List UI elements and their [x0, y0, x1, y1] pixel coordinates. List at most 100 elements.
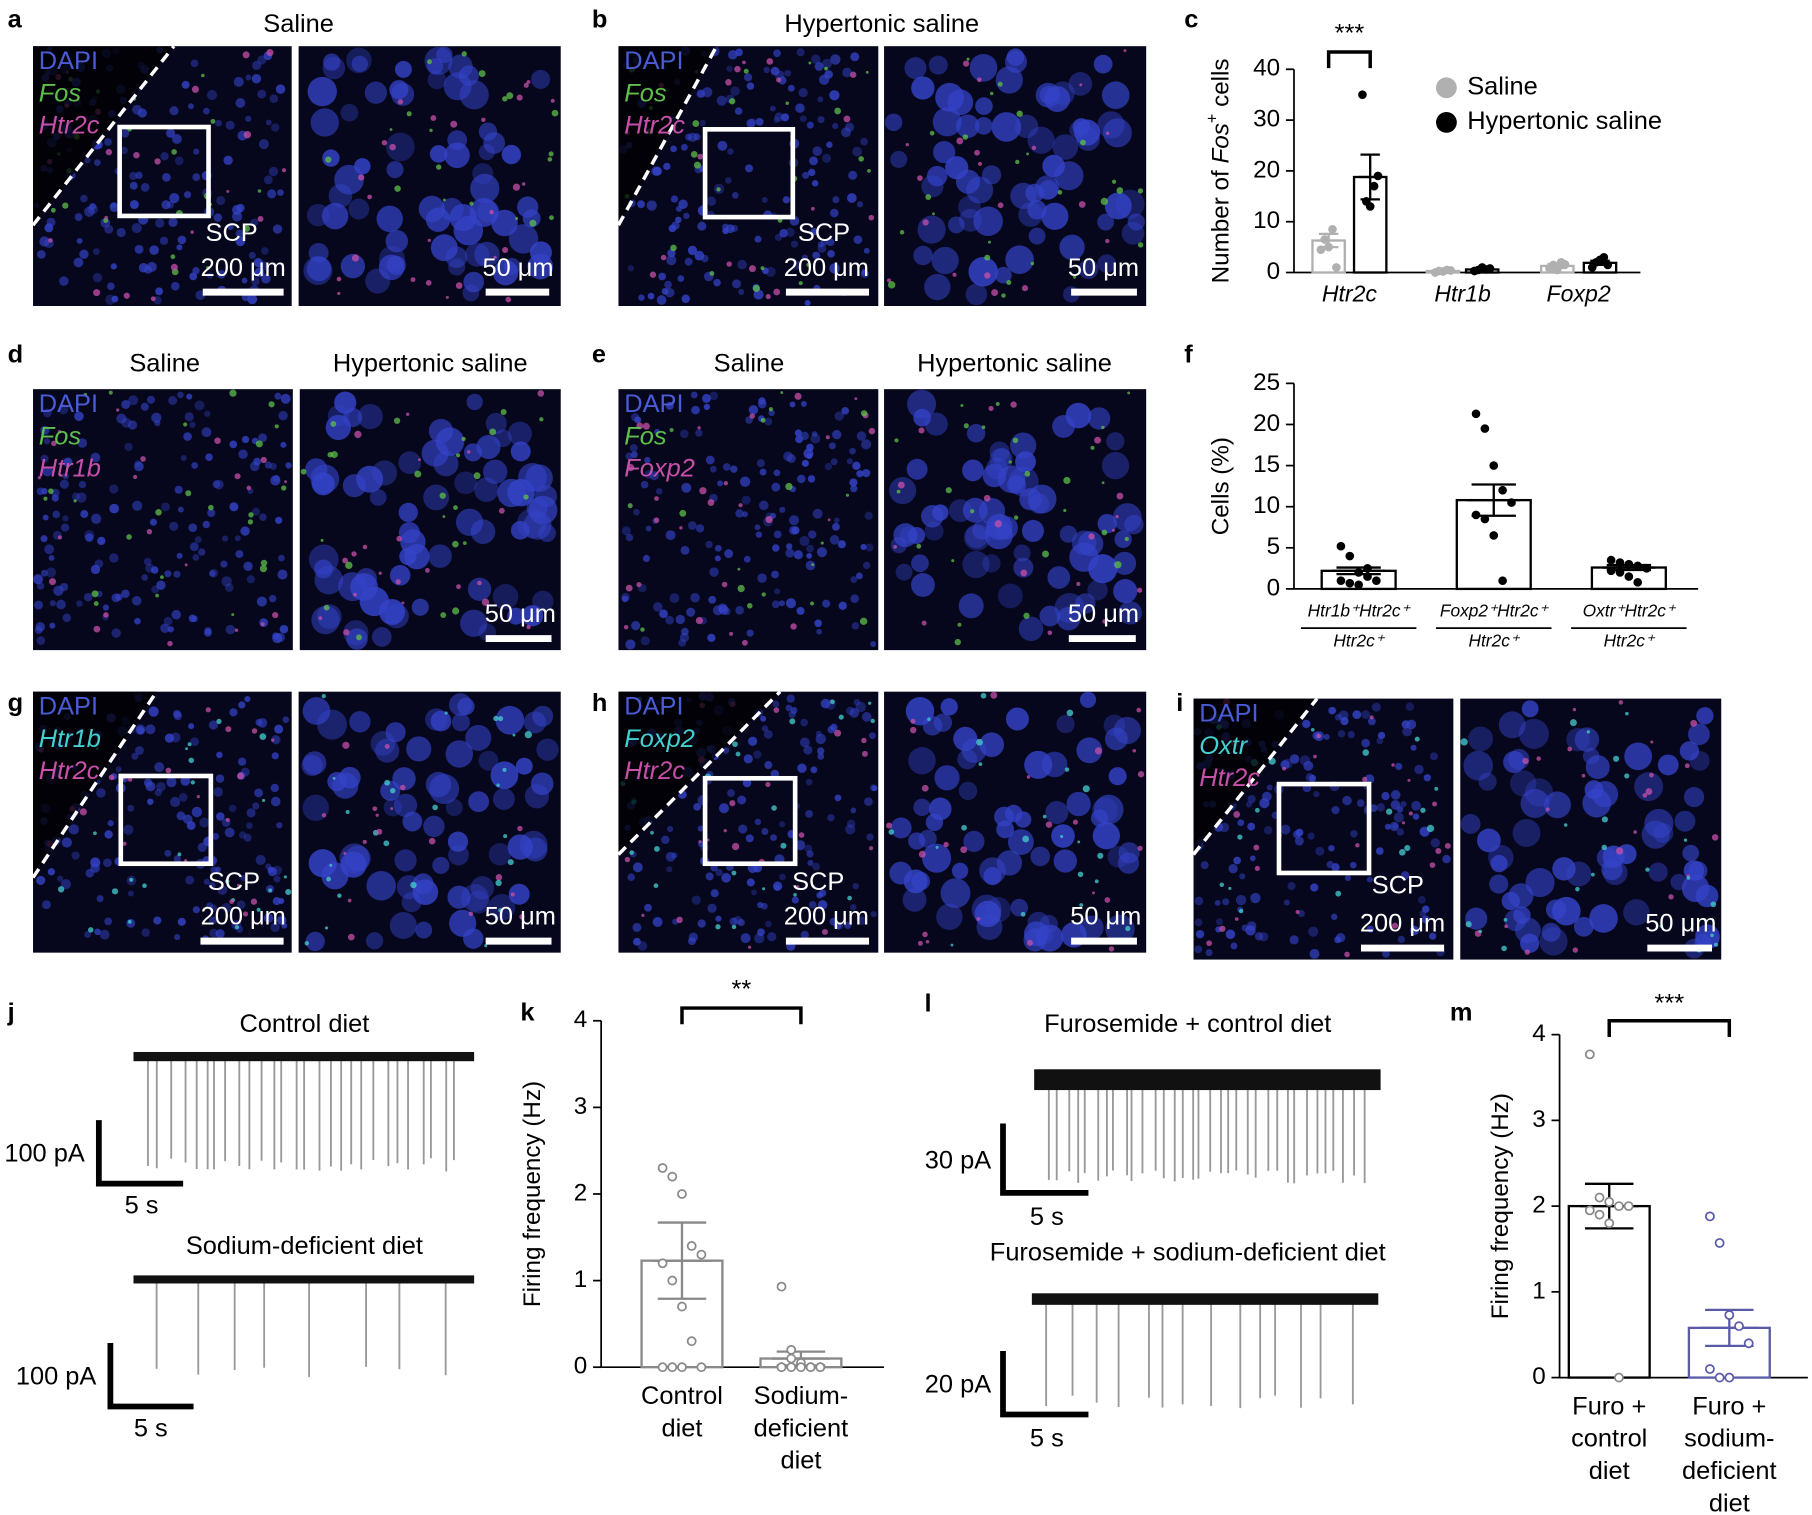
inset-box — [702, 775, 798, 867]
nucleus — [1361, 738, 1370, 748]
nucleus — [714, 555, 721, 562]
nucleus — [1389, 821, 1399, 832]
scale-bar — [107, 1342, 194, 1410]
signal — [1023, 612, 1030, 619]
signal — [551, 109, 559, 117]
data-point — [1358, 90, 1367, 100]
nucleus — [415, 921, 433, 939]
nucleus — [83, 592, 93, 602]
signal — [811, 206, 815, 211]
nucleus — [829, 917, 838, 926]
nucleus — [746, 629, 754, 637]
nucleus — [254, 267, 265, 278]
signal — [768, 407, 773, 412]
signal — [469, 201, 474, 206]
nucleus — [906, 458, 928, 480]
signal — [503, 834, 508, 839]
signal — [1465, 921, 1472, 928]
nucleus — [274, 392, 282, 400]
data-point — [1363, 572, 1372, 581]
signal — [731, 870, 737, 876]
nucleus — [832, 122, 839, 130]
nucleus — [785, 227, 795, 237]
signal — [224, 879, 230, 884]
nucleus — [393, 793, 418, 818]
signal — [989, 91, 994, 96]
signal — [259, 733, 267, 740]
signal — [825, 435, 830, 440]
nucleus — [814, 619, 822, 628]
nucleus — [272, 735, 281, 745]
nucleus — [51, 494, 59, 502]
signal — [1591, 872, 1595, 877]
signal — [330, 451, 338, 459]
nucleus — [802, 171, 810, 179]
significance-bracket — [1326, 50, 1372, 69]
signal — [489, 209, 494, 215]
nucleus — [693, 803, 702, 811]
nucleus — [697, 919, 706, 928]
nucleus — [680, 429, 689, 439]
nucleus — [1582, 747, 1600, 765]
nucleus — [783, 451, 793, 462]
nucleus — [243, 833, 252, 842]
nucleus — [40, 535, 48, 543]
signal — [918, 427, 925, 434]
signal — [324, 926, 329, 930]
signal — [1137, 845, 1143, 851]
nucleus — [972, 520, 992, 540]
nucleus — [150, 566, 159, 574]
nucleus — [148, 706, 159, 717]
nucleus — [115, 593, 123, 601]
signal — [997, 202, 1004, 209]
signal — [442, 515, 446, 518]
nucleus — [141, 574, 148, 581]
nucleus — [90, 564, 101, 575]
nucleus — [132, 500, 143, 511]
signal — [345, 809, 350, 815]
signal — [523, 494, 529, 500]
nucleus — [109, 484, 119, 494]
channel-label: DAPI — [624, 693, 683, 721]
signal — [734, 65, 741, 73]
signal — [429, 128, 433, 133]
nucleus — [842, 67, 852, 78]
nucleus — [246, 808, 256, 818]
nucleus — [44, 544, 55, 555]
signal — [48, 238, 53, 243]
signal — [861, 750, 868, 757]
signal — [436, 164, 442, 170]
data-point — [657, 1163, 668, 1173]
nucleus — [1541, 922, 1561, 942]
nucleus — [44, 223, 54, 233]
nucleus — [817, 747, 825, 755]
signal — [1101, 481, 1105, 485]
nucleus — [1074, 119, 1101, 146]
signal — [1504, 924, 1509, 929]
nucleus — [1124, 514, 1144, 535]
signal — [1115, 514, 1119, 519]
nucleus — [722, 747, 730, 754]
y-axis-label: Firing frequency (Hz) — [1487, 1093, 1514, 1319]
nucleus — [254, 788, 264, 798]
nucleus — [227, 224, 234, 231]
nucleus — [1027, 126, 1055, 154]
signal — [1645, 867, 1650, 872]
nucleus — [743, 754, 753, 764]
signal — [761, 592, 766, 597]
channel-label: Foxp2 — [624, 455, 695, 483]
y-tick-label: 15 — [1253, 451, 1280, 478]
channel-label: Htr2c — [1199, 764, 1260, 792]
nucleus — [151, 412, 162, 423]
nucleus — [1634, 772, 1664, 802]
signal — [260, 456, 267, 464]
x-tick-label: Foxp2 — [1547, 281, 1611, 307]
nucleus — [423, 484, 450, 511]
nucleus — [715, 868, 723, 877]
nucleus — [1377, 731, 1386, 740]
signal — [636, 581, 642, 588]
signal — [1683, 838, 1688, 842]
signal — [427, 238, 431, 243]
nucleus — [1364, 774, 1375, 784]
y-axis-label-part: + — [1204, 114, 1222, 123]
